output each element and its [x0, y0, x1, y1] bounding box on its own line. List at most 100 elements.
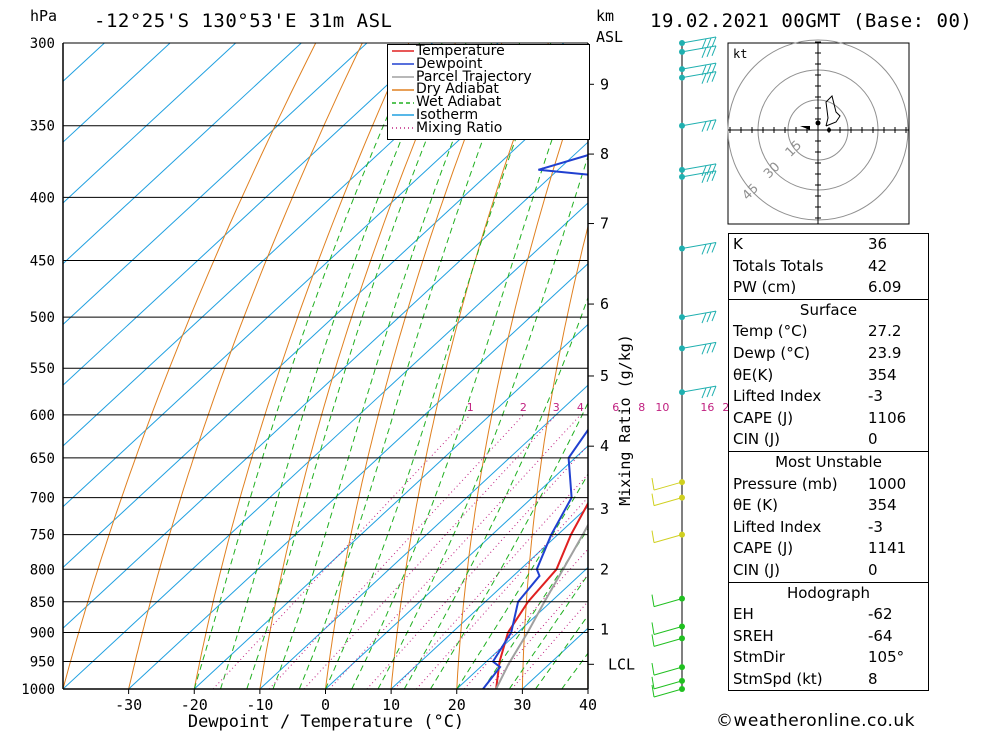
- wind-barb-flag: [711, 163, 717, 175]
- isotherm-line: [63, 202, 588, 689]
- wind-barb-flag: [651, 477, 655, 491]
- unit-km: km: [596, 7, 615, 25]
- legend-swatch: [392, 101, 414, 104]
- pressure-tick-label: 850: [30, 595, 55, 611]
- isotherm-line: [63, 43, 433, 386]
- index-value: 354: [868, 365, 897, 384]
- wind-barb-flag: [701, 387, 707, 399]
- wind-barb: [681, 170, 717, 184]
- mixing-ratio-label: 6: [612, 401, 619, 414]
- wind-barb-flag: [706, 46, 712, 58]
- wind-barb-shaft: [681, 45, 717, 53]
- wind-barb: [651, 530, 683, 544]
- wind-barb-flag: [651, 676, 655, 689]
- index-value: -62: [868, 605, 893, 624]
- wind-barb-flag: [701, 344, 707, 355]
- isotherm-line: [390, 506, 588, 689]
- index-row: Lifted Index -3: [729, 386, 928, 408]
- wind-barb-shaft: [653, 680, 683, 690]
- legend-label: Temperature: [416, 43, 505, 59]
- wind-barb-flag: [711, 45, 717, 57]
- legend-label: Dry Adiabat: [416, 81, 499, 98]
- index-row: θE(K) 354: [729, 365, 928, 387]
- wind-barb: [681, 385, 717, 399]
- wind-barb-flag: [711, 170, 717, 182]
- legend-label: Parcel Trajectory: [416, 68, 532, 85]
- wind-barb-flag: [706, 343, 712, 354]
- index-value: 1106: [868, 408, 907, 427]
- wind-barb: [651, 622, 683, 635]
- wind-barb-flag: [706, 171, 712, 183]
- wind-barb-flag: [706, 311, 712, 323]
- wind-barb: [651, 477, 683, 491]
- index-value: 105°: [868, 648, 905, 667]
- index-row: Temp (°C) 27.2: [729, 321, 928, 343]
- wind-barb-shaft: [681, 385, 717, 393]
- wind-barb-flag: [701, 165, 707, 177]
- wind-barb-flag: [711, 342, 717, 353]
- pressure-tick-label: 650: [30, 451, 55, 467]
- wind-barb-shaft: [681, 341, 717, 349]
- km-tick-label: 7: [600, 215, 609, 233]
- legend-item: Dry Adiabat: [388, 83, 589, 96]
- x-axis-label: Dewpoint / Temperature (°C): [188, 712, 464, 732]
- index-label: CIN (J): [733, 560, 781, 579]
- index-value: 27.2: [868, 322, 902, 341]
- wind-barb-shaft: [681, 163, 717, 171]
- datetime-title: 19.02.2021 00GMT (Base: 00): [650, 10, 973, 32]
- index-value: 23.9: [868, 343, 902, 362]
- series-dewpoint: [482, 154, 588, 689]
- index-row: θE (K) 354: [729, 495, 928, 517]
- index-label: Totals Totals: [733, 256, 824, 275]
- legend-item: Parcel Trajectory: [388, 68, 589, 85]
- index-value: -3: [868, 387, 883, 406]
- index-label: Dewp (°C): [733, 343, 811, 362]
- index-label: K: [733, 235, 743, 253]
- isotherm-line: [128, 262, 588, 689]
- pressure-tick-label: 600: [30, 408, 55, 424]
- wind-barb-shaft: [681, 242, 717, 249]
- wind-barb-shaft: [653, 666, 683, 676]
- pressure-tick-label: 400: [30, 190, 55, 206]
- mixing-ratio-label: 16: [700, 401, 714, 414]
- mixing-ratio-axis-label: Mixing Ratio (g/kg): [616, 334, 634, 506]
- isotherm-line: [63, 43, 368, 326]
- pressure-tick-label: 450: [30, 254, 55, 270]
- index-label: EH: [733, 605, 754, 624]
- wind-barb-flag: [651, 594, 655, 607]
- index-label: StmDir: [733, 648, 785, 667]
- index-value: 8: [868, 669, 878, 688]
- wind-barb-flag: [711, 242, 717, 253]
- index-row: PW (cm) 6.09: [729, 277, 928, 299]
- wind-barb-flag: [706, 164, 712, 176]
- index-row: Dewp (°C) 23.9: [729, 343, 928, 365]
- wind-barb-shaft: [681, 62, 717, 70]
- wind-barb: [681, 45, 717, 59]
- wind-barb-flag: [711, 36, 717, 48]
- x-tick-label: 10: [382, 696, 400, 714]
- wind-barb-shaft: [653, 625, 683, 635]
- legend: Temperature Dewpoint Parcel Trajectory Dry …: [387, 44, 590, 140]
- pressure-tick-label: 750: [30, 528, 55, 544]
- wet-adiabat-line: [325, 43, 552, 689]
- wind-barb-flag: [701, 47, 707, 59]
- wind-barb-flag: [706, 243, 712, 254]
- dry-adiabat-line: [193, 43, 410, 689]
- hodograph-point: [827, 128, 831, 132]
- index-row: StmSpd (kt) 8: [729, 669, 928, 691]
- index-row: CAPE (J) 1141: [729, 538, 928, 560]
- isotherm-line: [63, 43, 171, 143]
- index-row: SREH -64: [729, 626, 928, 648]
- index-row: CIN (J) 0: [729, 429, 928, 451]
- km-tick-label: 3: [600, 500, 609, 518]
- wind-barb-flag: [711, 119, 717, 130]
- wind-barb-flag: [651, 493, 655, 506]
- wind-barb-flag: [701, 38, 707, 50]
- hodograph-unit: kt: [733, 47, 747, 61]
- wind-barb: [681, 341, 717, 355]
- wind-barb: [681, 119, 717, 132]
- wind-barb: [681, 163, 717, 177]
- index-label: CAPE (J): [733, 408, 794, 427]
- wind-barb-flag: [701, 244, 707, 255]
- wind-barb-flag: [706, 72, 712, 83]
